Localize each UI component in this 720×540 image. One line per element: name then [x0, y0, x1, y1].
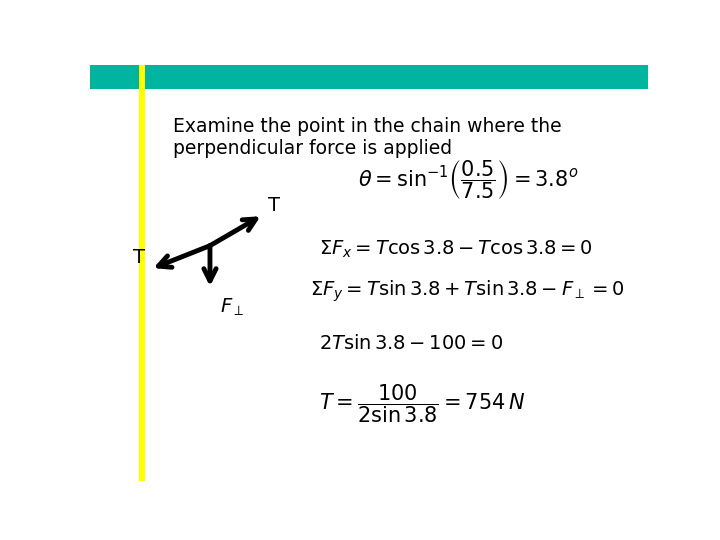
Text: $2T\sin 3.8 - 100 = 0$: $2T\sin 3.8 - 100 = 0$ [319, 334, 503, 353]
Text: Examine the point in the chain where the
perpendicular force is applied: Examine the point in the chain where the… [173, 117, 561, 158]
Text: $T = \dfrac{100}{2\sin 3.8} = 754\,N$: $T = \dfrac{100}{2\sin 3.8} = 754\,N$ [319, 382, 525, 425]
Bar [139, 65, 145, 481]
Text: $\theta = \sin^{-1}\!\left(\dfrac{0.5}{7.5}\right) = 3.8^o$: $\theta = \sin^{-1}\!\left(\dfrac{0.5}{7… [358, 158, 578, 201]
Text: $F_{\perp}$: $F_{\perp}$ [220, 296, 245, 318]
Text: T: T [269, 197, 281, 215]
Bar [90, 65, 648, 89]
Text: $\Sigma F_x = T\cos 3.8 - T\cos 3.8 = 0$: $\Sigma F_x = T\cos 3.8 - T\cos 3.8 = 0$ [319, 239, 593, 260]
Text: T: T [133, 248, 145, 267]
Text: $\Sigma F_y = T\sin 3.8 + T\sin 3.8 - F_{\perp} = 0$: $\Sigma F_y = T\sin 3.8 + T\sin 3.8 - F_… [310, 279, 625, 304]
